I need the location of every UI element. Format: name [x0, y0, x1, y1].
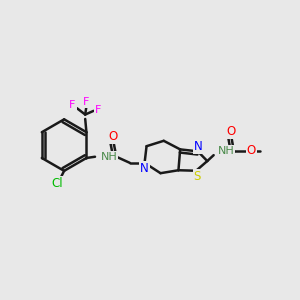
Text: O: O [227, 125, 236, 138]
Text: NH: NH [101, 152, 117, 162]
Text: N: N [194, 140, 202, 153]
Text: F: F [69, 100, 76, 110]
Text: Cl: Cl [51, 177, 63, 190]
Text: F: F [95, 105, 101, 115]
Text: NH: NH [218, 146, 235, 156]
Text: O: O [247, 144, 256, 157]
Text: S: S [194, 169, 201, 183]
Text: F: F [83, 97, 90, 107]
Text: N: N [140, 162, 149, 175]
Text: O: O [109, 130, 118, 143]
